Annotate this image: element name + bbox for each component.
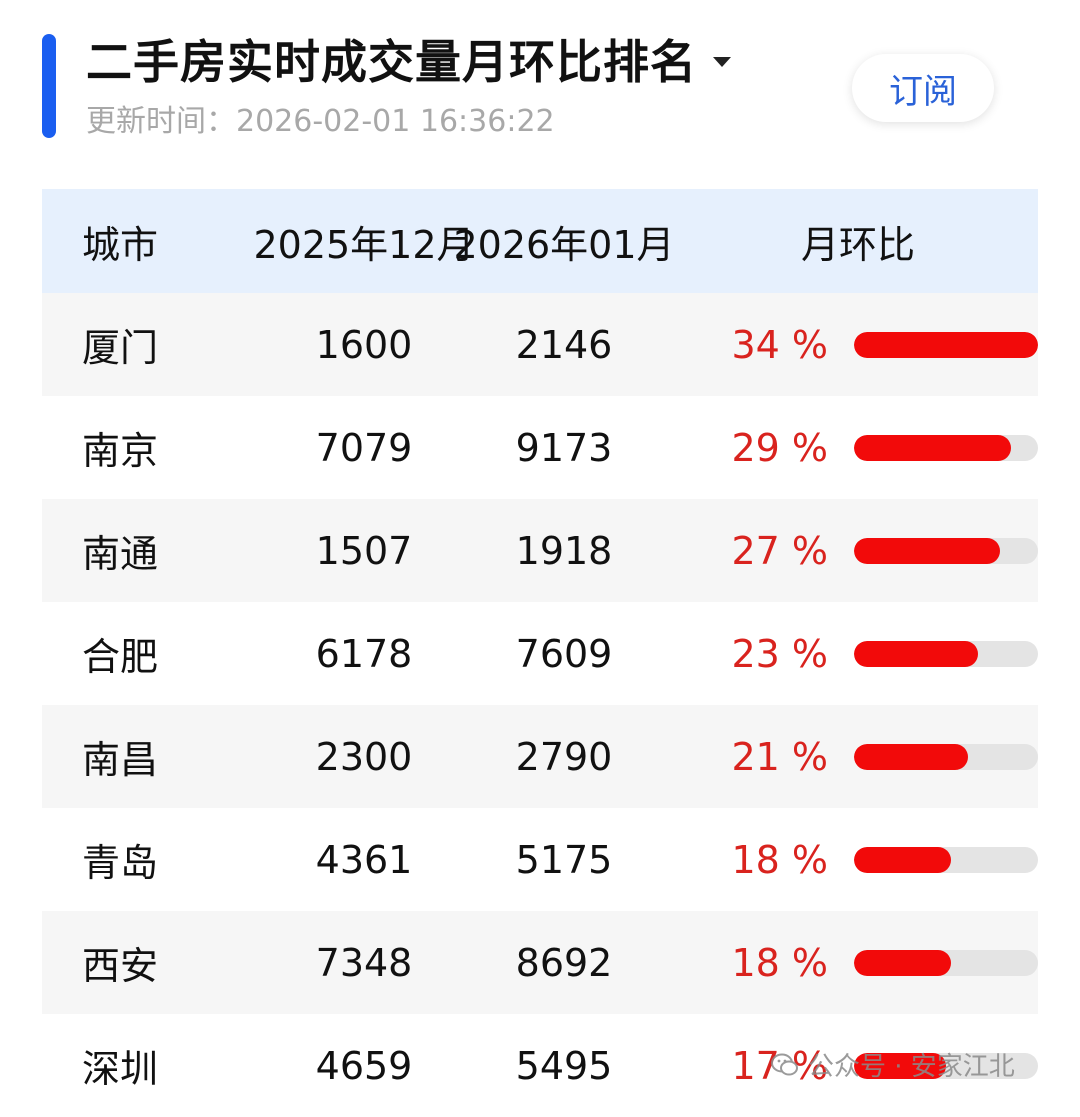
- subscribe-button[interactable]: 订阅: [852, 54, 994, 122]
- jan-value: 5495: [515, 1043, 613, 1088]
- city-name: 南通: [82, 532, 159, 576]
- jan-value: 2146: [515, 322, 613, 367]
- jan-value: 2790: [515, 734, 613, 779]
- city-name: 西安: [82, 944, 159, 988]
- watermark-text: 公众号 · 安家江北: [808, 1052, 1015, 1082]
- mom-percent: 34 %: [731, 322, 828, 367]
- mom-percent: 18 %: [731, 837, 828, 882]
- dec-value: 4361: [315, 837, 413, 882]
- dec-value: 4659: [315, 1043, 413, 1088]
- table-row: 南昌 2300 2790 21 %: [42, 705, 1038, 808]
- mom-bar-track: [854, 640, 1038, 667]
- mom-percent: 17 %: [731, 1043, 828, 1088]
- mom-percent: 18 %: [731, 940, 828, 985]
- city-name: 厦门: [82, 326, 159, 370]
- table-body: 厦门 1600 2146 34 % 南京 7079 9173 29 % 南通 1507 1918 27…: [42, 293, 1038, 1117]
- table-row: 合肥 6178 7609 23 %: [42, 602, 1038, 705]
- mom-bar-fill: [854, 331, 1038, 358]
- title-row: 二手房实时成交量月环比排名: [86, 28, 731, 90]
- table-row: 厦门 1600 2146 34 %: [42, 293, 1038, 396]
- mom-bar-track: [854, 331, 1038, 358]
- table-row: 深圳 4659 5495 17 %: [42, 1014, 1038, 1117]
- watermark: 公众号 · 安家江北: [770, 1046, 1015, 1083]
- mom-bar-track: [854, 846, 1038, 873]
- dec-value: 7079: [315, 425, 413, 470]
- table-row: 西安 7348 8692 18 %: [42, 911, 1038, 1014]
- dec-value: 1600: [315, 322, 413, 367]
- dec-value: 7348: [315, 940, 413, 985]
- mom-bar-fill: [854, 434, 1011, 461]
- mom-bar-fill: [854, 1052, 946, 1079]
- jan-value: 1918: [515, 528, 613, 573]
- mom-percent: 21 %: [731, 734, 828, 779]
- mom-bar-track: [854, 743, 1038, 770]
- column-header-mom: 月环比: [800, 222, 915, 267]
- jan-value: 8692: [515, 940, 613, 985]
- mom-bar-track: [854, 1052, 1038, 1079]
- table-row: 南通 1507 1918 27 %: [42, 499, 1038, 602]
- table-row: 青岛 4361 5175 18 %: [42, 808, 1038, 911]
- city-name: 南京: [82, 429, 159, 473]
- dec-value: 6178: [315, 631, 413, 676]
- mom-bar-track: [854, 537, 1038, 564]
- table-header: 城市 2025年12月 2026年01月 月环比: [42, 189, 1038, 293]
- wechat-icon: [771, 1053, 798, 1075]
- mom-bar-fill: [854, 846, 951, 873]
- title-accent-bar: [42, 34, 56, 138]
- chevron-down-icon[interactable]: [713, 57, 731, 67]
- mom-bar-track: [854, 434, 1038, 461]
- dec-value: 1507: [315, 528, 413, 573]
- mom-bar-fill: [854, 743, 968, 770]
- column-header-city: 城市: [82, 222, 159, 267]
- mom-bar-fill: [854, 640, 978, 667]
- city-name: 青岛: [82, 841, 159, 885]
- column-header-dec: 2025年12月: [253, 222, 475, 267]
- mom-bar-fill: [854, 949, 951, 976]
- mom-bar-track: [854, 949, 1038, 976]
- city-name: 合肥: [82, 635, 159, 679]
- column-header-jan: 2026年01月: [453, 222, 675, 267]
- page-title: 二手房实时成交量月环比排名: [86, 35, 697, 89]
- update-time: 更新时间：2026-02-01 16:36:22: [86, 104, 555, 139]
- jan-value: 5175: [515, 837, 613, 882]
- jan-value: 9173: [515, 425, 613, 470]
- table-row: 南京 7079 9173 29 %: [42, 396, 1038, 499]
- city-name: 南昌: [82, 738, 159, 782]
- mom-percent: 23 %: [731, 631, 828, 676]
- mom-percent: 29 %: [731, 425, 828, 470]
- jan-value: 7609: [515, 631, 613, 676]
- dec-value: 2300: [315, 734, 413, 779]
- mom-percent: 27 %: [731, 528, 828, 573]
- mom-bar-fill: [854, 537, 1000, 564]
- city-name: 深圳: [82, 1047, 159, 1091]
- ranking-table: 城市 2025年12月 2026年01月 月环比 厦门 1600 2146 34 % 南…: [42, 189, 1038, 1117]
